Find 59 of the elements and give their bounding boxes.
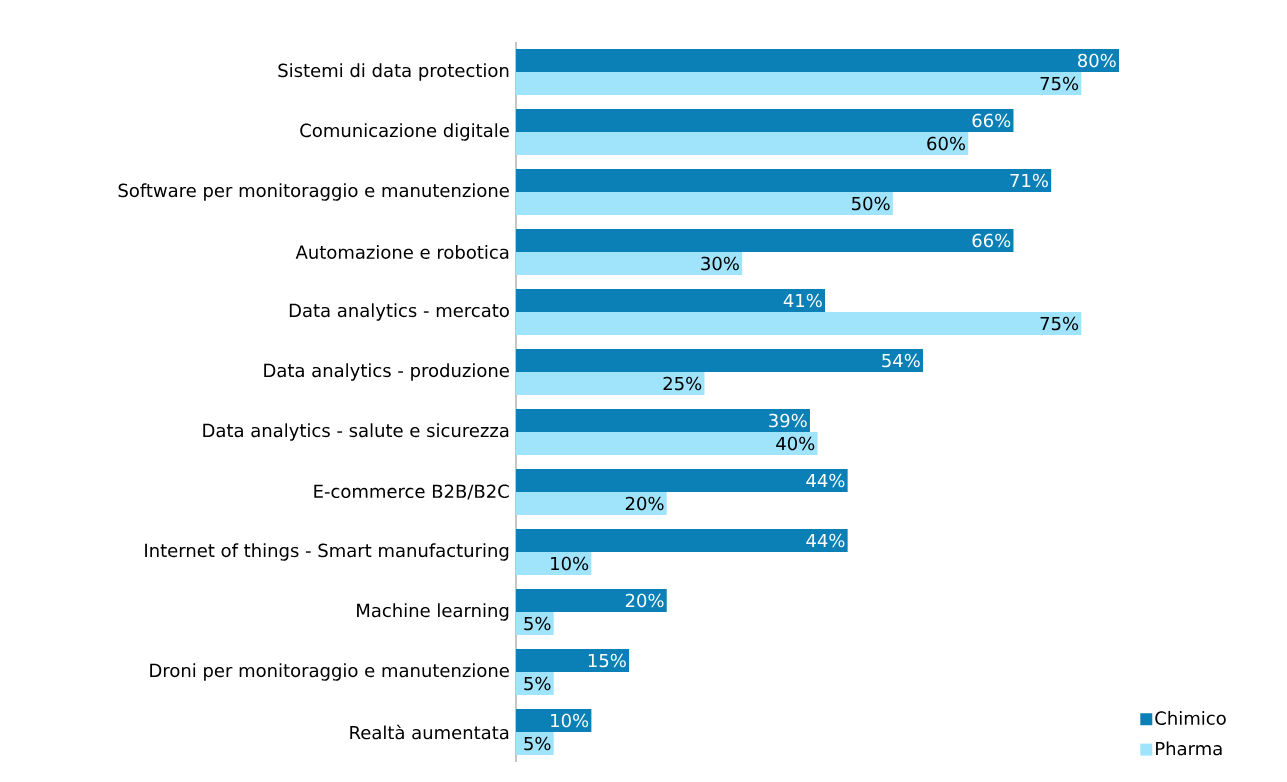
data-label: 66%: [972, 113, 1011, 128]
data-label: 5%: [524, 616, 551, 631]
bar: [516, 589, 667, 613]
bar: [516, 109, 1014, 132]
bar: [516, 372, 705, 396]
bar: [516, 552, 592, 576]
bar: [516, 649, 630, 673]
data-label: 10%: [551, 556, 589, 571]
data-label: 20%: [625, 593, 664, 608]
y-tick-label: Sistemi di data protection: [278, 63, 509, 81]
y-tick-label: E-commerce B2B/B2C: [314, 484, 509, 500]
bar: [516, 432, 818, 456]
y-tick-label: Data analytics - mercato: [289, 303, 509, 321]
bar: [516, 349, 924, 373]
y-tick-label: Realtà aumentata: [350, 724, 509, 740]
y-tick-label: Internet of things - Smart manufacturing: [145, 543, 509, 561]
data-label: 80%: [1078, 53, 1116, 68]
data-label: 5%: [524, 736, 551, 751]
y-tick-label: Software per monitoraggio e manutenzione: [118, 183, 509, 201]
bar: [516, 169, 1052, 192]
bar: [516, 409, 810, 433]
data-label: 66%: [972, 233, 1011, 248]
bar: [516, 709, 592, 733]
bar: [516, 49, 1119, 72]
data-label: 39%: [769, 413, 807, 428]
data-label: 60%: [927, 136, 966, 151]
y-tick-label: Droni per monitoraggio e manutenzione: [150, 663, 509, 681]
data-label: 41%: [783, 293, 822, 308]
legend-label: Pharma: [1156, 741, 1222, 756]
bar: [516, 132, 969, 155]
bar: [516, 529, 848, 553]
data-label: 10%: [551, 713, 589, 728]
data-label: 44%: [806, 473, 845, 488]
data-label: 40%: [776, 436, 815, 451]
legend-label: Chimico: [1155, 711, 1226, 725]
data-label: 75%: [1040, 316, 1079, 331]
bar: [516, 229, 1014, 252]
data-label: 30%: [701, 256, 739, 271]
y-tick-label: Data analytics - produzione: [264, 363, 509, 381]
data-label: 54%: [882, 353, 920, 368]
bar: [516, 312, 1082, 335]
y-tick-label: Automazione e robotica: [295, 245, 509, 259]
bar: [516, 252, 743, 275]
data-label: 50%: [852, 196, 890, 211]
data-label: 25%: [663, 376, 702, 391]
data-label: 20%: [625, 496, 664, 511]
bar: [516, 469, 848, 493]
bar: [516, 289, 826, 312]
data-label: 44%: [806, 533, 845, 548]
y-tick-label: Comunicazione digitale: [300, 123, 509, 141]
bar: [516, 192, 893, 215]
data-label: 15%: [588, 653, 626, 668]
y-tick-label: Machine learning: [357, 603, 509, 621]
y-tick-label: Data analytics - salute e sicurezza: [203, 423, 509, 441]
bar: [516, 72, 1082, 95]
data-label: 75%: [1040, 76, 1079, 91]
bar: [516, 492, 667, 516]
data-label: 71%: [1010, 173, 1048, 188]
data-label: 5%: [524, 676, 551, 691]
